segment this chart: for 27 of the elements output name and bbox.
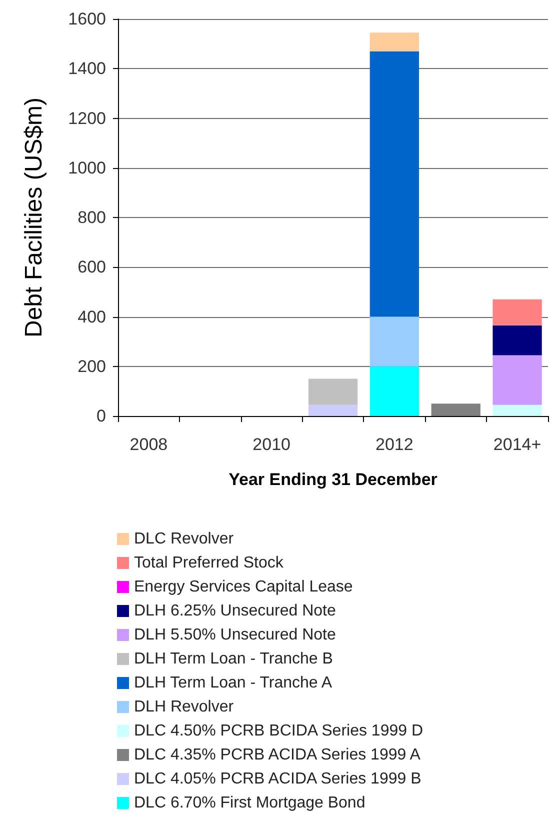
y-tick-label: 400 xyxy=(78,307,106,326)
y-tick-label: 0 xyxy=(96,406,106,426)
legend-label: Energy Services Capital Lease xyxy=(134,578,353,596)
y-axis-title: Debt Facilities (US$m) xyxy=(20,97,48,338)
legend-label: DLH 6.25% Unsecured Note xyxy=(134,602,336,620)
legend-label: DLC 4.35% PCRB ACIDA Series 1999 A xyxy=(134,746,421,764)
x-tick-label: 2010 xyxy=(252,435,290,454)
y-tick-label: 800 xyxy=(78,208,106,227)
legend-label: DLH Term Loan - Tranche A xyxy=(134,674,332,692)
legend-label: DLC 6.70% First Mortgage Bond xyxy=(134,794,366,812)
y-tick-label: 200 xyxy=(78,356,106,376)
legend-label: Total Preferred Stock xyxy=(134,554,284,572)
x-axis-title: Year Ending 31 December xyxy=(228,470,438,489)
legend-label: DLC Revolver xyxy=(134,530,234,548)
y-tick-label: 1600 xyxy=(68,10,106,28)
legend-label: DLC 4.50% PCRB BCIDA Series 1999 D xyxy=(134,722,424,740)
legend-label: DLH Term Loan - Tranche B xyxy=(134,650,333,668)
y-tick-label: 1000 xyxy=(68,158,106,178)
y-tick-label: 600 xyxy=(78,258,106,277)
x-tick-label: 2008 xyxy=(130,435,168,454)
legend-label: DLH Revolver xyxy=(134,698,234,716)
y-tick-label: 1200 xyxy=(68,108,106,128)
y-tick-label: 1400 xyxy=(68,59,106,78)
legend-label: DLH 5.50% Unsecured Note xyxy=(134,626,336,644)
x-tick-label: 2014+ xyxy=(493,435,542,454)
legend-label: DLC 4.05% PCRB ACIDA Series 1999 B xyxy=(134,770,422,788)
x-tick-label: 2012 xyxy=(376,435,414,454)
